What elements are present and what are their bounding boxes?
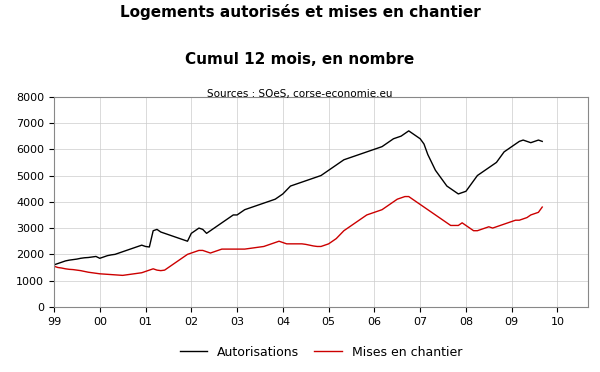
Legend: Autorisations, Mises en chantier: Autorisations, Mises en chantier [175, 341, 467, 364]
Mises en chantier [443, 221, 451, 225]
Mises en chantier [188, 251, 195, 255]
Mises en chantier [401, 194, 409, 199]
Mises en chantier [539, 205, 546, 209]
Text: Sources : SOeS, corse-economie.eu: Sources : SOeS, corse-economie.eu [207, 89, 393, 99]
Mises en chantier [119, 273, 126, 278]
Autorisations [481, 168, 488, 173]
Mises en chantier [50, 264, 58, 269]
Autorisations [539, 139, 546, 144]
Autorisations [306, 177, 313, 182]
Autorisations [439, 179, 446, 183]
Line: Mises en chantier: Mises en chantier [54, 196, 542, 275]
Text: Logements autorisés et mises en chantier: Logements autorisés et mises en chantier [119, 4, 481, 20]
Mises en chantier [344, 226, 352, 230]
Text: Cumul 12 mois, en nombre: Cumul 12 mois, en nombre [185, 52, 415, 67]
Autorisations [405, 129, 412, 133]
Autorisations [73, 257, 80, 261]
Mises en chantier [73, 268, 80, 272]
Mises en chantier [485, 225, 493, 229]
Line: Autorisations: Autorisations [54, 131, 542, 265]
Mises en chantier [310, 244, 317, 248]
Autorisations [340, 158, 347, 162]
Autorisations [184, 239, 191, 243]
Autorisations [50, 263, 58, 267]
